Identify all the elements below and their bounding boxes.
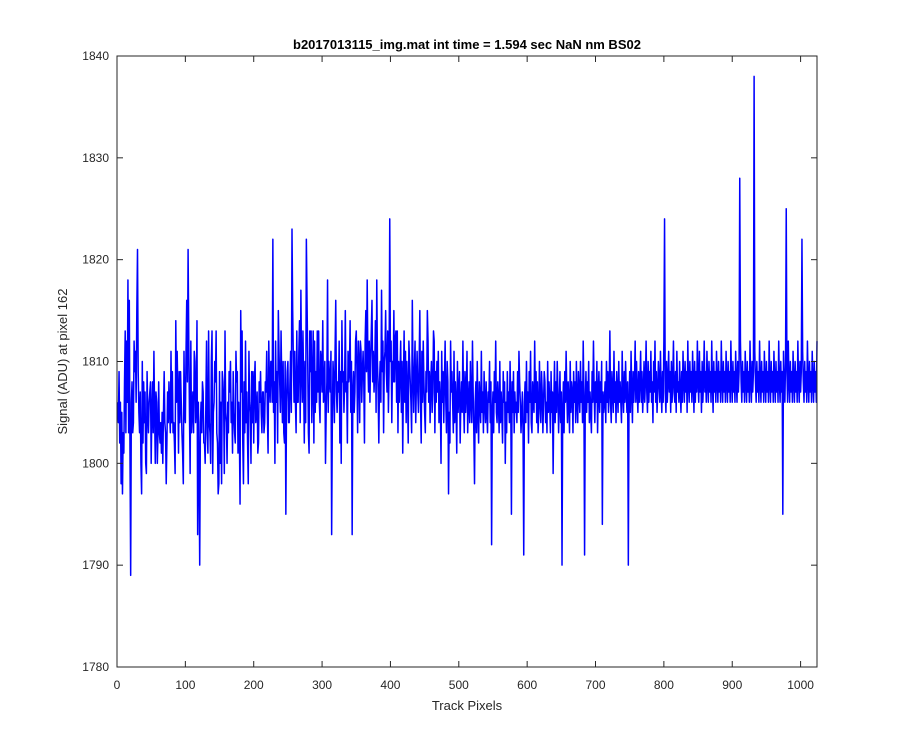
- x-tick-label: 700: [586, 678, 606, 692]
- x-axis-ticks: 0 100 200 300 400 500 600 700 800 900 1000: [114, 56, 814, 692]
- y-tick-label: 1800: [82, 456, 109, 470]
- x-tick-label: 0: [114, 678, 121, 692]
- chart-title: b2017013115_img.mat int time = 1.594 sec…: [293, 37, 641, 52]
- y-tick-label: 1780: [82, 660, 109, 674]
- x-tick-label: 600: [517, 678, 537, 692]
- x-tick-label: 1000: [787, 678, 814, 692]
- x-tick-label: 400: [380, 678, 400, 692]
- y-tick-label: 1790: [82, 558, 109, 572]
- y-tick-label: 1840: [82, 49, 109, 63]
- y-tick-label: 1830: [82, 151, 109, 165]
- y-tick-label: 1820: [82, 253, 109, 267]
- x-tick-label: 500: [449, 678, 469, 692]
- x-tick-label: 100: [175, 678, 195, 692]
- y-axis-label: Signal (ADU) at pixel 162: [55, 289, 70, 435]
- x-axis-label: Track Pixels: [432, 698, 503, 713]
- series-layer: [116, 75, 818, 577]
- x-tick-label: 800: [654, 678, 674, 692]
- x-tick-label: 900: [722, 678, 742, 692]
- x-tick-label: 300: [312, 678, 332, 692]
- y-tick-label: 1810: [82, 355, 109, 369]
- series-line-0: [116, 75, 818, 577]
- y-axis-ticks: 1780 1790 1800 1810 1820 1830 1840: [82, 49, 817, 674]
- x-tick-label: 200: [244, 678, 264, 692]
